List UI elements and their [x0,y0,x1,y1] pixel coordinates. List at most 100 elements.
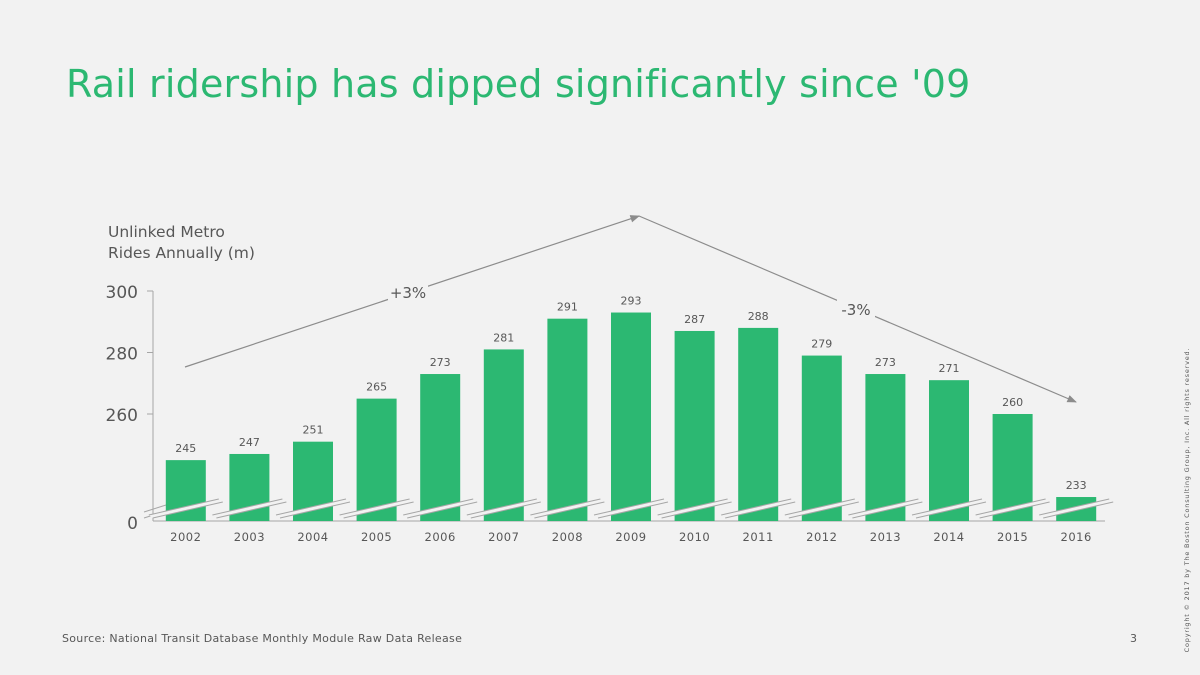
trend-label-bg-2 [837,299,875,319]
y-axis-label-line-1: Unlinked Metro [108,223,225,241]
bar-break-line-b-2010 [661,501,732,519]
bar-break-line-a-2014 [911,498,983,516]
bar-break-2003 [212,499,287,518]
bar-break-line-a-2006 [403,498,474,516]
bar-break-2004 [276,499,350,518]
x-tick-label-2006: 2006 [425,530,456,544]
data-label-2008: 291 [557,301,578,314]
bar-2012 [801,355,842,521]
y-axis-label: Unlinked Metro Rides Annually (m) [108,222,255,264]
bar-break-line-a-2016 [1039,498,1110,516]
x-tick-label-2009: 2009 [615,530,646,544]
x-tick-label-2011: 2011 [743,530,774,544]
bar-break-line-b-2005 [343,501,414,519]
bar-break-line-b-2013 [852,501,923,519]
data-label-2010: 287 [684,313,705,326]
bar-break-line-b-2006 [407,501,478,519]
bar-break-2013 [848,499,923,518]
bar-break-line-a-2008 [530,498,601,516]
bar-break-2007 [466,499,541,518]
data-label-2011: 288 [748,310,769,323]
bar-break-line-b-2002 [152,501,223,519]
data-label-2014: 271 [939,362,960,375]
bar-break-line-b-2009 [597,501,669,519]
trend-label-2: -3% [841,301,870,319]
page-title: Rail ridership has dipped significantly … [66,62,971,106]
y-tick-label-280: 280 [106,345,138,365]
trend-label-1: +3% [390,284,426,302]
bar-break-line-a-2005 [339,498,410,516]
copyright-note: Copyright © 2017 by The Boston Consultin… [1183,347,1191,653]
bar-2005 [356,398,397,521]
data-label-2002: 245 [175,442,196,455]
x-tick-label-2007: 2007 [488,530,519,544]
x-tick-label-2004: 2004 [297,530,328,544]
bar-2009 [611,312,651,521]
bar-break-line-b-2003 [216,501,287,519]
x-tick-label-2012: 2012 [806,530,837,544]
bar-break-line-a-2013 [848,498,919,516]
data-label-2016: 233 [1066,479,1087,492]
bar-break-2010 [657,499,732,518]
data-label-2015: 260 [1002,396,1023,409]
bar-break-2006 [403,499,478,518]
y-tick-label-300: 300 [106,283,138,303]
x-tick-label-2013: 2013 [870,530,901,544]
bar-2013 [865,374,906,521]
y-axis-label-line-2: Rides Annually (m) [108,244,255,262]
bar-break-line-a-2002 [148,498,219,516]
bar-break-line-b-2007 [470,501,541,519]
data-label-2012: 279 [811,338,832,351]
bar-2014 [929,380,969,521]
bar-2010 [674,330,715,521]
bar-break-2012 [784,499,859,518]
bar-break-2015 [975,499,1050,518]
bar-break-line-a-2010 [657,498,728,516]
x-tick-label-2003: 2003 [234,530,265,544]
bar-break-2005 [339,499,414,518]
bar-2007 [483,349,524,521]
bar-break-line-a-2012 [784,498,855,516]
data-label-2005: 265 [366,381,387,394]
bar-break-line-a-2003 [212,498,283,516]
x-tick-label-2014: 2014 [933,530,964,544]
bar-break-2008 [530,499,605,518]
source-note: Source: National Transit Database Monthl… [62,632,463,645]
bar-break-2002 [148,499,223,518]
bar-break-line-b-2016 [1043,501,1114,519]
x-tick-label-2002: 2002 [170,530,201,544]
bar-2011 [738,327,779,521]
bar-break-line-b-2012 [788,501,859,519]
bar-break-line-a-2015 [975,498,1046,516]
x-tick-label-2016: 2016 [1061,530,1092,544]
data-label-2013: 273 [875,356,896,369]
bar-break-line-b-2004 [279,501,351,519]
bar-break-line-a-2009 [593,498,665,516]
data-label-2003: 247 [239,436,260,449]
bar-break-line-b-2014 [915,501,987,519]
bar-break-2009 [594,499,668,518]
data-label-2006: 273 [430,356,451,369]
bar-break-2011 [721,499,796,518]
bar-break-2016 [1039,499,1114,518]
bar-break-line-a-2004 [275,498,347,516]
data-label-2009: 293 [621,295,642,308]
bar-break-line-a-2011 [721,498,792,516]
bar-2006 [420,374,461,521]
y-axis-break-mark-1 [143,504,167,513]
bar-break-2014 [912,499,986,518]
bar-2008 [547,318,588,521]
bar-break-line-b-2011 [725,501,796,519]
bar-break-line-b-2008 [534,501,605,519]
data-label-2007: 281 [493,331,514,344]
bar-break-line-b-2015 [979,501,1050,519]
x-tick-label-2008: 2008 [552,530,583,544]
data-label-2004: 251 [303,424,324,437]
x-tick-label-2015: 2015 [997,530,1028,544]
page-number: 3 [1130,632,1137,645]
x-tick-label-2010: 2010 [679,530,710,544]
trend-label-bg-1 [388,282,428,302]
bar-break-line-a-2007 [466,498,537,516]
y-tick-label-zero: 0 [127,514,138,534]
